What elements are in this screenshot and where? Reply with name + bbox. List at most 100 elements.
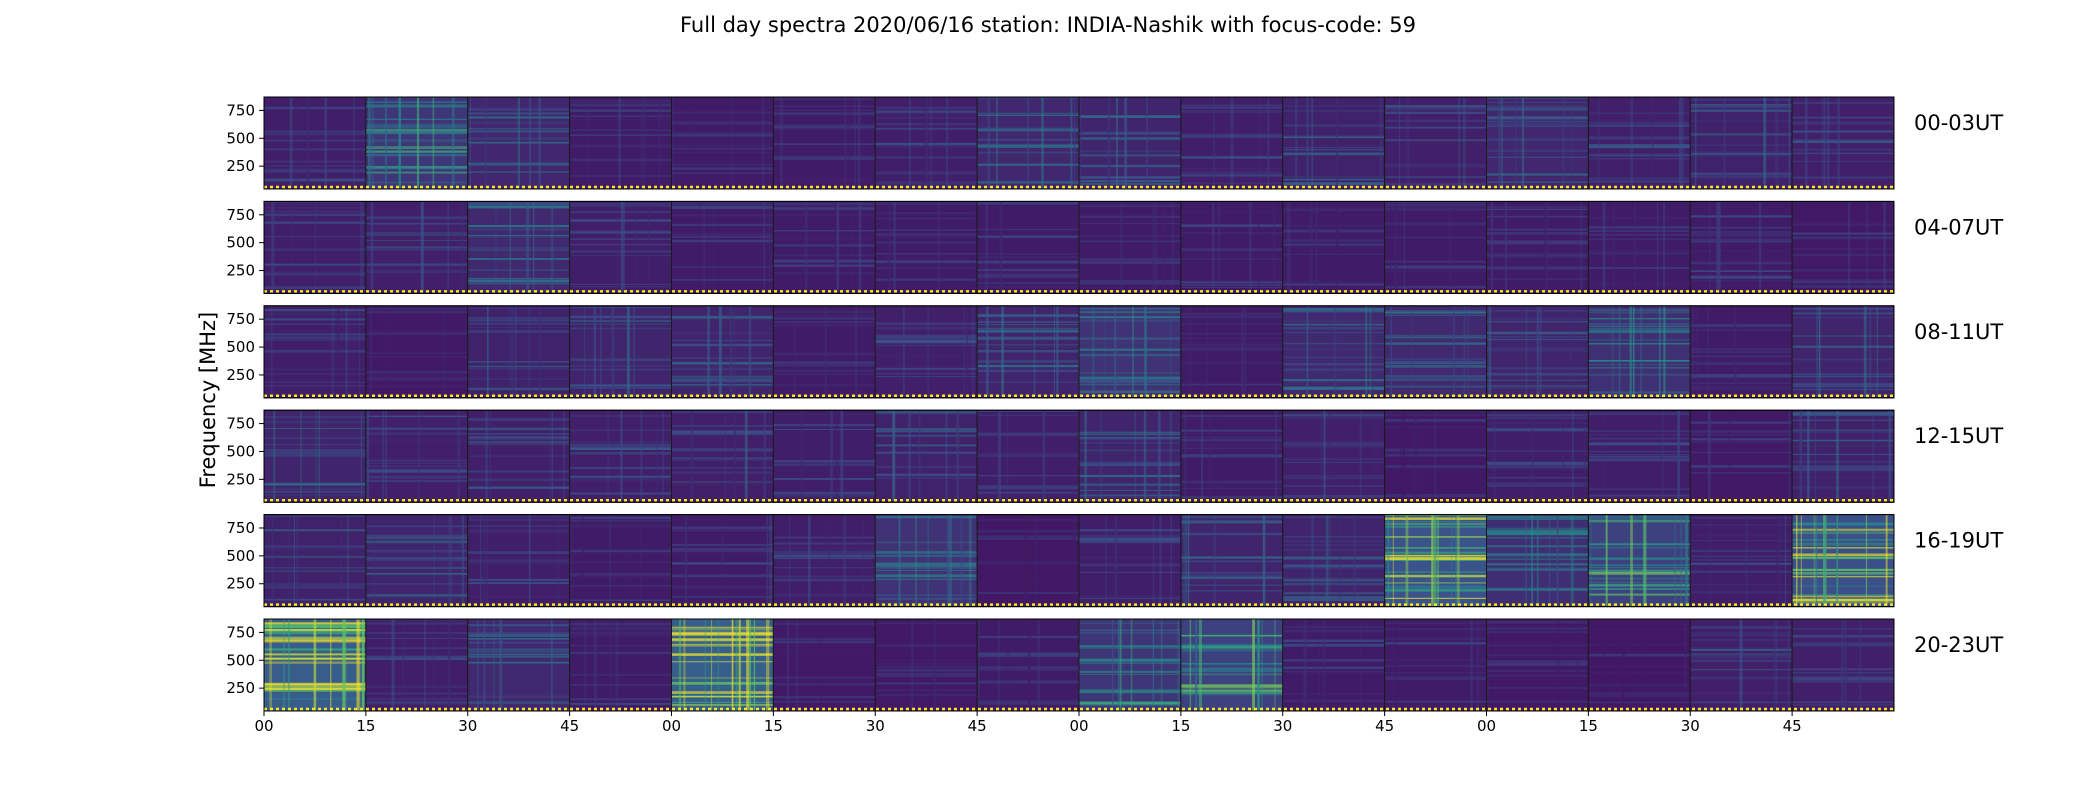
spectrum-panel — [1486, 409, 1589, 503]
spectrum-panel — [365, 618, 469, 712]
spectra-row: 750 500 250 04-07UT — [226, 200, 2003, 294]
spectrum-panel — [1791, 305, 1895, 399]
spectrum-panel — [467, 305, 571, 399]
spectrum-panel — [1282, 96, 1386, 190]
spectrum-panel — [1384, 514, 1487, 608]
x-tick-label: 30 — [1273, 717, 1292, 735]
spectrum-panel — [569, 96, 672, 190]
y-tick-label: 500 — [226, 547, 255, 565]
spectrum-panel — [569, 618, 672, 712]
spectrum-panel — [1180, 409, 1284, 503]
y-tick-label: 500 — [226, 234, 255, 252]
spectrum-panel — [976, 200, 1080, 294]
spectrum-panel — [467, 618, 571, 712]
spectrum-panel — [976, 618, 1080, 712]
spectrum-panel — [1180, 618, 1284, 712]
spectrum-panel — [1587, 409, 1691, 503]
spectrum-panel — [1180, 305, 1284, 399]
spectrum-panel — [1587, 96, 1691, 190]
spectrum-panel — [1078, 96, 1182, 190]
spectrum-panel — [1078, 305, 1182, 399]
spectrum-panel — [1282, 618, 1386, 712]
x-tick-label: 00 — [662, 717, 681, 735]
spectra-row: 750 500 250 08-11UT — [226, 305, 2003, 399]
spectrum-panel — [671, 618, 774, 712]
spectrum-panel — [263, 409, 367, 503]
y-tick-label: 250 — [226, 470, 255, 488]
spectrum-panel — [671, 305, 774, 399]
y-tick-label: 250 — [226, 262, 255, 280]
spectrum-panel — [772, 409, 876, 503]
spectrum-panel — [1486, 305, 1589, 399]
spectrum-panel — [1384, 409, 1487, 503]
y-tick-label: 250 — [226, 157, 255, 175]
spectrum-panel — [467, 96, 571, 190]
spectrum-panel — [569, 305, 672, 399]
spectrum-panel — [1689, 96, 1793, 190]
spectrum-panel — [569, 409, 672, 503]
spectrum-panel — [874, 200, 978, 294]
spectrum-panel — [1180, 96, 1284, 190]
x-tick-label: 00 — [1477, 717, 1496, 735]
spectrum-panel — [1689, 409, 1793, 503]
spectrum-panel — [1282, 305, 1386, 399]
spectrum-panel — [1791, 200, 1895, 294]
spectrum-panel — [874, 96, 978, 190]
spectrum-panel — [467, 409, 571, 503]
spectrum-panel — [671, 96, 774, 190]
spectrum-panel — [1791, 618, 1895, 712]
x-tick-label: 45 — [1375, 717, 1394, 735]
spectrum-panel — [671, 200, 774, 294]
spectrum-panel — [874, 618, 978, 712]
x-tick-label: 15 — [764, 717, 783, 735]
spectra-row: 750 500 250 12-15UT — [226, 409, 2003, 503]
y-tick-label: 750 — [226, 101, 255, 119]
x-tick-label: 45 — [968, 717, 987, 735]
spectrum-panel — [1180, 200, 1284, 294]
spectrum-panel — [365, 96, 469, 190]
row-label: 20-23UT — [1914, 633, 2003, 657]
spectrum-panel — [1791, 514, 1895, 608]
x-tick-label: 15 — [1579, 717, 1598, 735]
row-label: 04-07UT — [1914, 215, 2003, 239]
spectrum-panel — [1587, 200, 1691, 294]
spectrum-panel — [1282, 409, 1386, 503]
x-tick-label: 15 — [356, 717, 375, 735]
x-tick-label: 00 — [1069, 717, 1088, 735]
y-tick-label: 750 — [226, 310, 255, 328]
spectrum-panel — [1282, 514, 1386, 608]
spectrum-panel — [1384, 618, 1487, 712]
spectrum-panel — [1078, 409, 1182, 503]
plot-area: 750 500 250 00-03UT 750 500 250 04-07UT 750 500 25… — [226, 96, 2003, 735]
spectrum-panel — [1180, 514, 1284, 608]
spectrum-panel — [976, 409, 1080, 503]
spectrum-panel — [1384, 96, 1487, 190]
y-tick-label: 750 — [226, 623, 255, 641]
x-tick-label: 00 — [254, 717, 273, 735]
spectrum-panel — [1078, 514, 1182, 608]
spectrum-panel — [1078, 618, 1182, 712]
spectrum-panel — [874, 409, 978, 503]
spectrum-panel — [1791, 409, 1895, 503]
y-tick-label: 500 — [226, 651, 255, 669]
spectrum-panel — [671, 409, 774, 503]
spectrum-panel — [263, 200, 367, 294]
spectrum-panel — [976, 514, 1080, 608]
spectrum-panel — [467, 514, 571, 608]
y-tick-label: 250 — [226, 679, 255, 697]
spectrum-panel — [671, 514, 774, 608]
chart-title: Full day spectra 2020/06/16 station: IND… — [680, 13, 1416, 37]
y-tick-label: 500 — [226, 338, 255, 356]
spectrum-panel — [1384, 305, 1487, 399]
x-tick-label: 15 — [1171, 717, 1190, 735]
spectrum-panel — [976, 96, 1080, 190]
spectrum-panel — [365, 514, 469, 608]
spectrum-panel — [1689, 514, 1793, 608]
spectrum-panel — [874, 514, 978, 608]
x-tick-label: 30 — [866, 717, 885, 735]
spectrum-panel — [1689, 618, 1793, 712]
spectra-row: 750 500 250 16-19UT — [226, 514, 2003, 608]
spectrum-panel — [1689, 305, 1793, 399]
